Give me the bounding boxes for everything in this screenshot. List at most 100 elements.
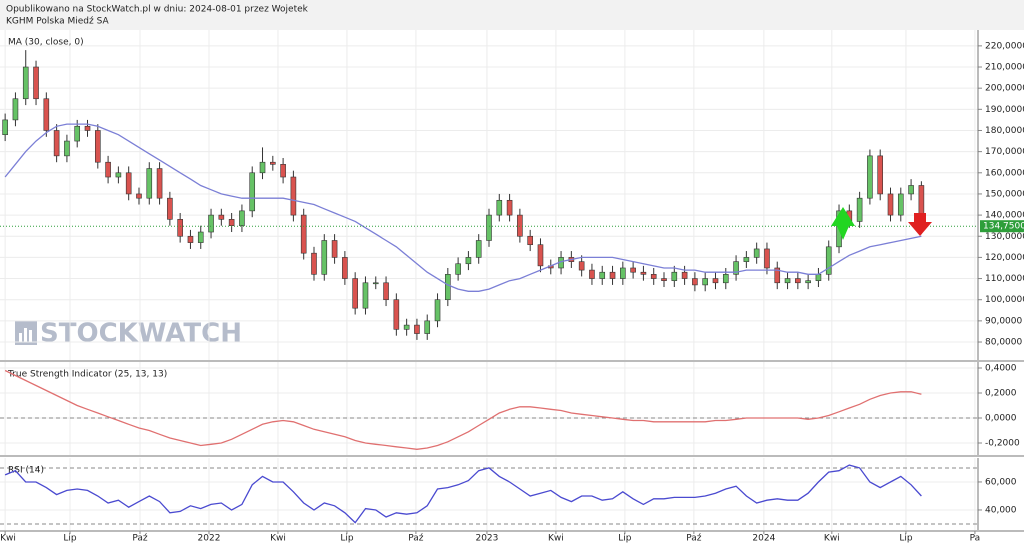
- candle-body: [712, 278, 719, 284]
- header-line: KGHM Polska Miedź SA: [6, 17, 109, 27]
- candle-body: [743, 257, 750, 262]
- candle-body: [311, 252, 317, 275]
- x-tick-label: Kwi: [824, 534, 840, 544]
- candle-body: [43, 98, 50, 131]
- candle-body: [856, 197, 863, 222]
- candle-body: [506, 199, 513, 216]
- candle-body: [784, 278, 791, 284]
- x-tick-label: Paź: [132, 534, 148, 544]
- plot: 80,0000 90,0000 100,0000 110,0000 120,0000 13…: [0, 30, 1024, 544]
- y-tick-label: 100,0000: [985, 295, 1024, 305]
- candle-body: [887, 193, 894, 216]
- candle-body: [599, 271, 606, 279]
- x-tick-label: Lip: [63, 534, 77, 544]
- y-tick-label: 90,0000: [985, 316, 1022, 326]
- y-tick-label: 200,0000: [985, 84, 1024, 94]
- watermark: STOCKWATCH: [40, 319, 242, 349]
- x-tick-label: Paź: [408, 534, 424, 544]
- candle-body: [259, 161, 266, 174]
- panel-label: RSI (14): [8, 466, 44, 476]
- sell-arrow: [908, 213, 932, 236]
- candle-body: [620, 267, 626, 279]
- y-tick-label: 110,0000: [985, 274, 1024, 284]
- x-tick-label: Kwi: [0, 534, 16, 544]
- candle-body: [692, 278, 698, 286]
- candle-body: [177, 219, 183, 237]
- candle-body: [537, 244, 544, 267]
- indicator-line: [4, 464, 922, 524]
- watermark-logo-bar: [19, 333, 22, 342]
- candle-body: [22, 66, 29, 100]
- y-tick-label: 120,0000: [985, 253, 1024, 263]
- candle-body: [300, 214, 307, 254]
- watermark-logo-bar: [24, 328, 27, 342]
- candle-body: [630, 267, 636, 273]
- candle-body: [434, 299, 441, 322]
- candle-body: [2, 119, 8, 136]
- candle-body: [280, 164, 286, 178]
- y-tick-label: -0,2000: [985, 439, 1020, 449]
- panel-label: MA (30, close, 0): [8, 38, 84, 48]
- candle-body: [403, 324, 410, 330]
- candle-body: [496, 199, 503, 216]
- candle-body: [64, 140, 70, 157]
- candle-body: [342, 257, 348, 279]
- candle-body: [578, 261, 585, 271]
- candle-body: [362, 282, 369, 309]
- x-tick-label: 2024: [752, 534, 775, 544]
- candle-body: [877, 155, 884, 195]
- y-tick-label: 140,0000: [985, 211, 1024, 221]
- x-tick-label: 2023: [475, 534, 498, 544]
- candle-body: [424, 320, 431, 334]
- watermark-logo-bar: [29, 330, 32, 342]
- candle-body: [897, 193, 904, 216]
- y-tick-label: 60,000: [985, 477, 1017, 487]
- candle-body: [805, 280, 811, 284]
- candle-body: [290, 176, 297, 216]
- x-tick-label: Lip: [618, 534, 632, 544]
- candle-body: [146, 168, 153, 199]
- candle-body: [455, 263, 461, 275]
- buy-arrow: [831, 207, 855, 240]
- candle-body: [681, 271, 688, 279]
- candle-body: [650, 274, 657, 279]
- x-tick-label: 2022: [198, 534, 221, 544]
- y-tick-label: 0,2000: [985, 389, 1017, 399]
- candle-body: [208, 214, 214, 233]
- candle-body: [722, 274, 729, 284]
- y-tick-label: 150,0000: [985, 189, 1024, 199]
- candle-body: [74, 125, 81, 142]
- candle-body: [95, 130, 101, 163]
- candle-body: [218, 214, 225, 220]
- candle-body: [53, 130, 60, 157]
- y-tick-label: 0,4000: [985, 364, 1017, 374]
- indicator-line: [4, 369, 922, 450]
- candle-body: [393, 299, 400, 330]
- x-tick-label: Kwi: [270, 534, 286, 544]
- y-tick-label: 130,0000: [985, 232, 1024, 242]
- x-tick-label: Paź: [686, 534, 702, 544]
- candle-body: [115, 172, 122, 178]
- header-line: Opublikowano na StockWatch.pl w dniu: 20…: [6, 5, 309, 15]
- x-tick-label: Lip: [899, 534, 913, 544]
- candle-body: [414, 324, 420, 334]
- candle-body: [774, 267, 781, 284]
- indicator-line: [4, 123, 922, 292]
- y-tick-label: 80,0000: [985, 338, 1022, 348]
- candle-body: [764, 248, 770, 269]
- candle-body: [795, 278, 801, 284]
- candle-body: [372, 282, 379, 285]
- last-price-box: [980, 220, 1024, 233]
- candle-body: [84, 125, 91, 131]
- candle-body: [270, 161, 276, 165]
- candle-body: [702, 278, 708, 286]
- y-tick-label: 170,0000: [985, 147, 1024, 157]
- candle-body: [156, 168, 163, 199]
- candle-body: [228, 219, 235, 226]
- y-tick-label: 160,0000: [985, 168, 1024, 178]
- candle-body: [733, 261, 739, 275]
- candle-body: [321, 240, 328, 275]
- y-tick-label: 210,0000: [985, 63, 1024, 73]
- candle-body: [125, 172, 132, 195]
